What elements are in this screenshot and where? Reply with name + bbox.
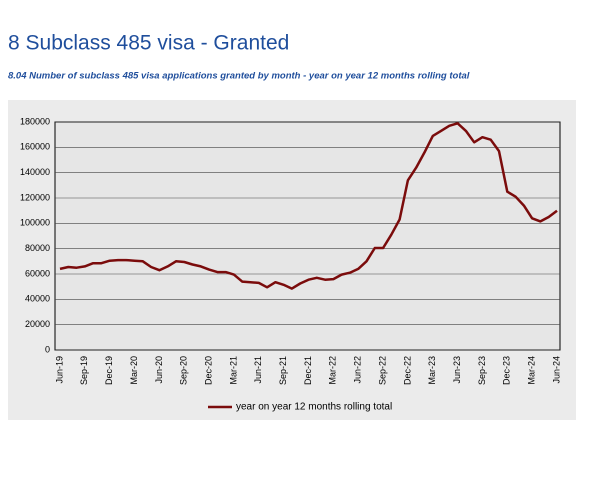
x-tick-label: Jun-21: [253, 356, 263, 384]
x-tick-label: Mar-21: [228, 356, 238, 385]
x-tick-label: Dec-21: [303, 356, 313, 385]
x-tick-label: Mar-22: [328, 356, 338, 385]
x-tick-label: Jun-23: [452, 356, 462, 384]
y-tick-label: 100000: [20, 218, 50, 228]
x-tick-label: Jun-19: [54, 356, 64, 384]
x-tick-label: Jun-22: [353, 356, 363, 384]
y-tick-label: 40000: [25, 294, 50, 304]
y-tick-label: 80000: [25, 243, 50, 253]
x-tick-label: Dec-19: [104, 356, 114, 385]
x-tick-label: Dec-20: [203, 356, 213, 385]
y-tick-label: 160000: [20, 142, 50, 152]
x-tick-label: Dec-23: [502, 356, 512, 385]
chart-subtitle: 8.04 Number of subclass 485 visa applica…: [8, 71, 470, 82]
x-tick-label: Jun-24: [551, 356, 561, 384]
x-tick-label: Mar-24: [527, 356, 537, 385]
y-tick-label: 120000: [20, 192, 50, 202]
chart-title: 8 Subclass 485 visa - Granted: [8, 32, 289, 55]
y-tick-label: 20000: [25, 319, 50, 329]
plot-area: [54, 121, 561, 351]
x-tick-label: Sep-20: [179, 356, 189, 385]
x-tick-label: Dec-22: [402, 356, 412, 385]
line: [59, 122, 558, 290]
x-tick-label: Sep-19: [79, 356, 89, 385]
y-tick-label: 140000: [20, 167, 50, 177]
x-tick-label: Mar-23: [427, 356, 437, 385]
y-tick-label: 60000: [25, 268, 50, 278]
x-tick-label: Sep-21: [278, 356, 288, 385]
y-tick-label: 180000: [20, 116, 50, 126]
x-tick-label: Jun-20: [154, 356, 164, 384]
x-tick-label: Mar-20: [129, 356, 139, 385]
x-tick-label: Sep-22: [377, 356, 387, 385]
y-tick-label: 0: [45, 344, 50, 354]
legend-label: year on year 12 months rolling total: [236, 402, 392, 413]
x-tick-label: Sep-23: [477, 356, 487, 385]
